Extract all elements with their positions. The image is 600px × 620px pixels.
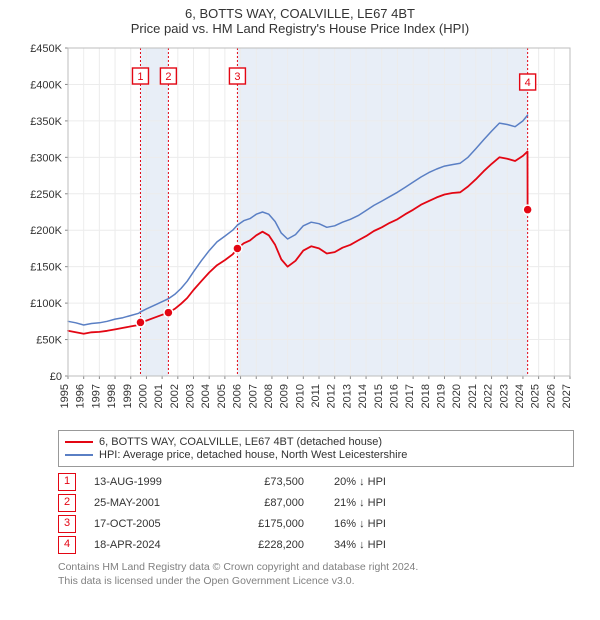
svg-text:1999: 1999 bbox=[122, 384, 134, 408]
svg-text:1995: 1995 bbox=[59, 384, 71, 408]
svg-text:2027: 2027 bbox=[561, 384, 573, 408]
svg-text:£300K: £300K bbox=[30, 152, 62, 164]
sale-date: 25-MAY-2001 bbox=[94, 497, 204, 509]
svg-text:£450K: £450K bbox=[30, 43, 62, 55]
svg-text:2022: 2022 bbox=[483, 384, 495, 408]
svg-text:2020: 2020 bbox=[451, 384, 463, 408]
svg-text:£0: £0 bbox=[50, 371, 62, 383]
svg-text:2012: 2012 bbox=[326, 384, 338, 408]
svg-text:2008: 2008 bbox=[263, 384, 275, 408]
sale-marker-num: 2 bbox=[58, 494, 76, 512]
svg-text:2005: 2005 bbox=[216, 384, 228, 408]
svg-text:1998: 1998 bbox=[106, 384, 118, 408]
svg-text:2004: 2004 bbox=[200, 384, 212, 408]
legend-swatch-hpi bbox=[65, 454, 93, 456]
svg-text:£100K: £100K bbox=[30, 298, 62, 310]
svg-text:2024: 2024 bbox=[514, 384, 526, 408]
legend-label-price: 6, BOTTS WAY, COALVILLE, LE67 4BT (detac… bbox=[99, 436, 382, 448]
svg-text:2001: 2001 bbox=[153, 384, 165, 408]
sale-row: 1 13-AUG-1999£73,50020% ↓ HPI bbox=[58, 473, 574, 491]
svg-text:2011: 2011 bbox=[310, 384, 322, 408]
svg-text:2006: 2006 bbox=[232, 384, 244, 408]
sale-row: 3 17-OCT-2005£175,00016% ↓ HPI bbox=[58, 515, 574, 533]
sale-diff: 20% ↓ HPI bbox=[334, 476, 386, 488]
svg-text:£50K: £50K bbox=[36, 335, 62, 347]
svg-text:2014: 2014 bbox=[357, 384, 369, 408]
svg-text:2017: 2017 bbox=[404, 384, 416, 408]
sale-date: 13-AUG-1999 bbox=[94, 476, 204, 488]
legend: 6, BOTTS WAY, COALVILLE, LE67 4BT (detac… bbox=[58, 430, 574, 467]
sales-table: 1 13-AUG-1999£73,50020% ↓ HPI 2 25-MAY-2001… bbox=[58, 473, 574, 554]
svg-text:2026: 2026 bbox=[545, 384, 557, 408]
svg-text:2025: 2025 bbox=[530, 384, 542, 408]
svg-text:2: 2 bbox=[165, 71, 171, 83]
svg-text:2019: 2019 bbox=[436, 384, 448, 408]
footer-line-1: Contains HM Land Registry data © Crown c… bbox=[58, 560, 574, 574]
footer-line-2: This data is licensed under the Open Gov… bbox=[58, 574, 574, 588]
sale-date: 18-APR-2024 bbox=[94, 539, 204, 551]
svg-text:1: 1 bbox=[137, 71, 143, 83]
legend-row-hpi: HPI: Average price, detached house, Nort… bbox=[65, 449, 567, 461]
svg-text:1997: 1997 bbox=[90, 384, 102, 408]
chart-plot: 1 2 3 4 £0 £50K £100K £150K £200K £250K £300K £350K… bbox=[20, 42, 580, 422]
footer-attribution: Contains HM Land Registry data © Crown c… bbox=[58, 560, 574, 588]
svg-text:£400K: £400K bbox=[30, 79, 62, 91]
svg-text:1996: 1996 bbox=[75, 384, 87, 408]
sale-price: £175,000 bbox=[204, 518, 334, 530]
chart-subtitle: Price paid vs. HM Land Registry's House … bbox=[6, 21, 594, 36]
svg-text:£250K: £250K bbox=[30, 189, 62, 201]
sale-price: £228,200 bbox=[204, 539, 334, 551]
sale-row: 2 25-MAY-2001£87,00021% ↓ HPI bbox=[58, 494, 574, 512]
sale-diff: 16% ↓ HPI bbox=[334, 518, 386, 530]
svg-text:2000: 2000 bbox=[137, 384, 149, 408]
svg-text:£200K: £200K bbox=[30, 225, 62, 237]
svg-text:3: 3 bbox=[234, 71, 240, 83]
legend-swatch-price bbox=[65, 441, 93, 443]
svg-text:2016: 2016 bbox=[388, 384, 400, 408]
svg-text:2002: 2002 bbox=[169, 384, 181, 408]
svg-text:£350K: £350K bbox=[30, 116, 62, 128]
svg-text:2010: 2010 bbox=[294, 384, 306, 408]
sale-row: 4 18-APR-2024£228,20034% ↓ HPI bbox=[58, 536, 574, 554]
svg-text:4: 4 bbox=[525, 77, 531, 89]
legend-row-price: 6, BOTTS WAY, COALVILLE, LE67 4BT (detac… bbox=[65, 436, 567, 448]
svg-text:2013: 2013 bbox=[341, 384, 353, 408]
sale-diff: 34% ↓ HPI bbox=[334, 539, 386, 551]
sale-price: £87,000 bbox=[204, 497, 334, 509]
svg-text:2009: 2009 bbox=[279, 384, 291, 408]
svg-text:2003: 2003 bbox=[185, 384, 197, 408]
sale-marker-num: 1 bbox=[58, 473, 76, 491]
svg-text:2018: 2018 bbox=[420, 384, 432, 408]
sale-date: 17-OCT-2005 bbox=[94, 518, 204, 530]
chart-title-address: 6, BOTTS WAY, COALVILLE, LE67 4BT bbox=[6, 6, 594, 21]
sale-price: £73,500 bbox=[204, 476, 334, 488]
svg-text:2021: 2021 bbox=[467, 384, 479, 408]
svg-text:2015: 2015 bbox=[373, 384, 385, 408]
legend-label-hpi: HPI: Average price, detached house, Nort… bbox=[99, 449, 407, 461]
svg-text:£150K: £150K bbox=[30, 262, 62, 274]
svg-text:2023: 2023 bbox=[498, 384, 510, 408]
sale-diff: 21% ↓ HPI bbox=[334, 497, 386, 509]
sale-marker-num: 4 bbox=[58, 536, 76, 554]
svg-text:2007: 2007 bbox=[247, 384, 259, 408]
sale-marker-num: 3 bbox=[58, 515, 76, 533]
